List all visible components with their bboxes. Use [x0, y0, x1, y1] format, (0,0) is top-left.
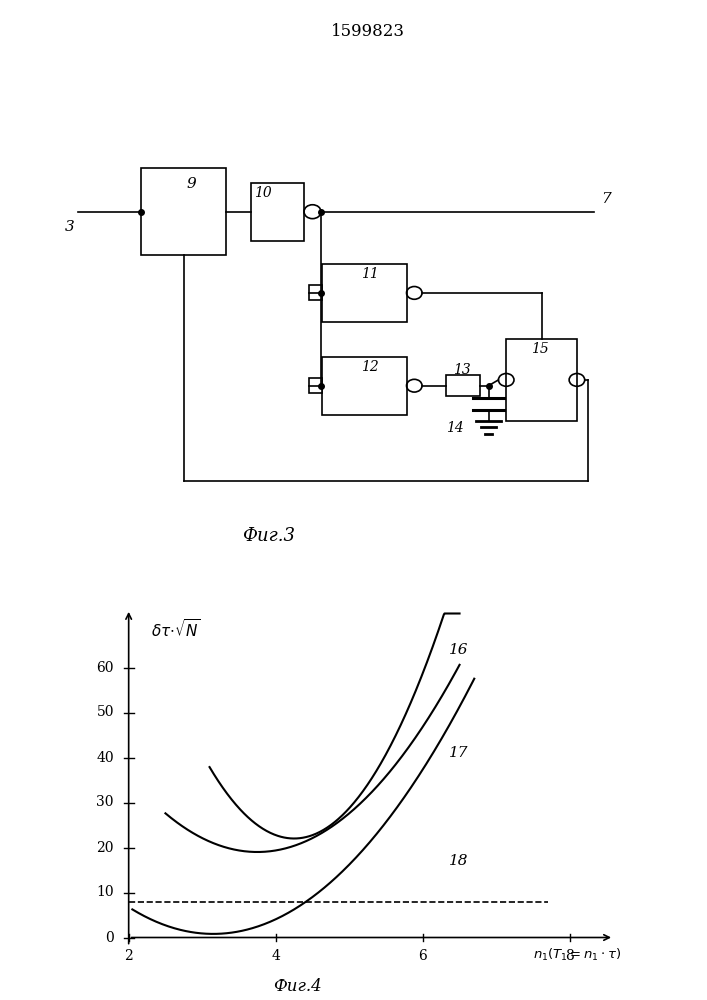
Bar	[446, 375, 480, 396]
Text: 2: 2	[124, 949, 133, 963]
Text: 10: 10	[96, 886, 114, 900]
Bar	[322, 264, 407, 322]
Text: 60: 60	[96, 661, 114, 675]
Text: 18: 18	[448, 854, 468, 868]
Text: 11: 11	[361, 267, 378, 281]
Text: 9: 9	[186, 177, 196, 191]
Text: 8: 8	[566, 949, 574, 963]
Bar	[141, 168, 226, 255]
Text: 3: 3	[64, 220, 74, 234]
Bar	[309, 378, 322, 393]
Text: 40: 40	[96, 750, 114, 764]
Text: 0: 0	[105, 930, 114, 944]
Text: 15: 15	[531, 342, 549, 356]
Text: 12: 12	[361, 360, 378, 374]
Text: 10: 10	[255, 186, 272, 200]
Text: Фиг.4: Фиг.4	[274, 978, 322, 995]
Text: 17: 17	[448, 746, 468, 760]
Bar	[251, 183, 304, 241]
Text: Фиг.3: Фиг.3	[243, 527, 295, 545]
Text: 6: 6	[419, 949, 427, 963]
Text: 20: 20	[96, 840, 114, 854]
Bar	[309, 285, 322, 300]
Text: 50: 50	[96, 706, 114, 720]
Text: $\delta\tau{\cdot}\sqrt{N}$: $\delta\tau{\cdot}\sqrt{N}$	[151, 618, 201, 640]
Text: 7: 7	[601, 192, 611, 206]
Text: 16: 16	[448, 643, 468, 657]
Text: 14: 14	[446, 420, 464, 434]
Text: $n_1(T_1 = n_1 \cdot \tau)$: $n_1(T_1 = n_1 \cdot \tau)$	[533, 946, 621, 963]
Bar	[506, 339, 577, 420]
Text: 4: 4	[271, 949, 280, 963]
Text: 1599823: 1599823	[331, 23, 404, 40]
Bar	[322, 357, 407, 415]
Text: 13: 13	[453, 362, 471, 376]
Text: 30: 30	[96, 796, 114, 810]
